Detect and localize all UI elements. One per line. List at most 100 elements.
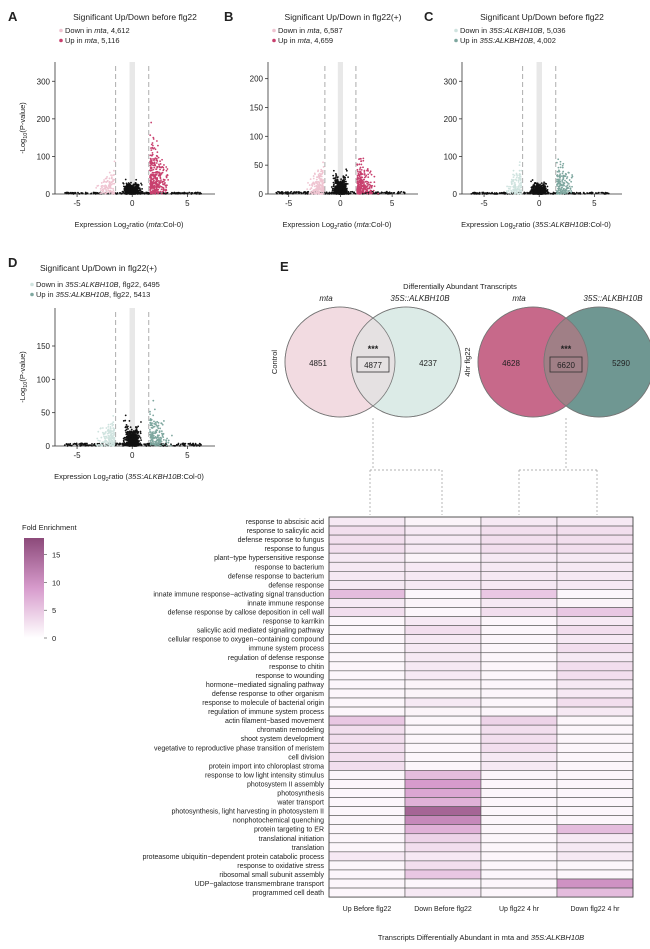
heatmap-cell	[556, 570, 634, 581]
heatmap-row-labels: response to abscisic acid response to sal…	[142, 519, 324, 897]
y-tick-label: 100	[37, 375, 51, 384]
heatmap-cell	[328, 706, 406, 717]
heatmap-cell	[404, 833, 482, 844]
heatmap-cell	[556, 634, 634, 645]
heatmap-row-label: salicylic acid mediated signaling pathwa…	[197, 628, 325, 635]
heatmap-cell	[480, 525, 558, 536]
heatmap-cell	[556, 561, 634, 572]
legend-dot	[59, 38, 63, 43]
heatmap-cell	[556, 878, 634, 889]
heatmap-cell	[404, 706, 482, 717]
heatmap-cell	[404, 616, 482, 626]
heatmap-cell	[556, 797, 634, 807]
heatmap-cell	[480, 842, 558, 853]
heatmap-cell	[480, 770, 558, 780]
heatmap-row-label: vegetative to reproductive phase transit…	[154, 745, 324, 752]
heatmap-cell	[480, 733, 558, 744]
y-tick-label: 0	[259, 190, 264, 199]
heatmap-cell	[556, 688, 634, 699]
heatmap-cell	[328, 561, 406, 572]
heatmap-cell	[328, 652, 406, 663]
venn-left-label: mta	[512, 294, 526, 303]
venn-right-label: 35S::ALKBH10B	[583, 294, 643, 303]
heatmap-cell	[404, 598, 482, 608]
heatmap-cell	[556, 643, 634, 654]
heatmap-row-label: chromatin remodeling	[257, 727, 324, 734]
venn-left-count: 4628	[502, 359, 520, 368]
heatmap-cell	[480, 851, 558, 862]
heatmap-cell	[480, 570, 558, 581]
heatmap-cell	[328, 516, 406, 527]
y-tick-label: 200	[250, 75, 264, 84]
heatmap-cell	[328, 770, 406, 780]
heatmap-cell	[404, 570, 482, 581]
heatmap-column-label: Down Before flg22	[414, 906, 472, 913]
heatmap-cell	[480, 607, 558, 617]
threshold-band	[129, 308, 135, 446]
heatmap-cell	[480, 534, 558, 545]
heatmap-cell	[404, 580, 482, 590]
venn-overlap-box	[356, 356, 390, 373]
heatmap-cell	[328, 815, 406, 826]
volcano-panel-c: C Significant Up/Down before flg22 Down in…	[424, 9, 622, 231]
heatmap-row-label: defense response to bacterium	[228, 573, 324, 580]
panel-title: Significant Up/Down in flg22(+)	[285, 12, 402, 22]
legend-entry: Down in mta, 6,587	[278, 26, 343, 35]
panel-letter: E	[280, 259, 289, 274]
heatmap-row-label: shoot system development	[241, 736, 324, 743]
heatmap-cell	[328, 715, 406, 726]
heatmap-cell	[480, 516, 558, 527]
heatmap-row-label: translational initiation	[259, 836, 324, 843]
legend-colorbar	[24, 538, 44, 638]
heatmap-cell	[404, 543, 482, 554]
heatmap-cell	[404, 715, 482, 726]
legend-dot	[59, 28, 63, 33]
heatmap-cell	[404, 824, 482, 835]
heatmap-cell	[404, 842, 482, 853]
heatmap-cell	[480, 715, 558, 726]
heatmap-cell	[556, 534, 634, 545]
heatmap-row-label: hormone−mediated signaling pathway	[206, 682, 325, 689]
heatmap-cell	[328, 679, 406, 690]
venn-left-count: 4851	[309, 359, 327, 368]
heatmap-cell	[328, 788, 406, 798]
heatmap-cell	[328, 534, 406, 545]
heatmap-cell	[480, 625, 558, 635]
heatmap-row-label: photosystem II assembly	[247, 781, 325, 788]
heatmap-row-label: immune system process	[249, 646, 325, 653]
x-tick-label: 5	[185, 199, 190, 208]
y-axis-label: -Log10(P-value)	[18, 351, 29, 403]
x-tick-label: 0	[130, 199, 135, 208]
heatmap-cell	[328, 625, 406, 635]
heatmap-cell	[480, 634, 558, 645]
heatmap-row-label: actin filament−based movement	[225, 718, 324, 725]
heatmap-cell	[556, 742, 634, 753]
heatmap-row-label: photosynthesis	[277, 791, 324, 798]
heatmap-cell	[480, 878, 558, 889]
heatmap-cell	[328, 824, 406, 835]
heatmap-cell	[480, 806, 558, 816]
venn-left-label: mta	[319, 294, 333, 303]
heatmap-cell	[404, 887, 482, 898]
legend-tick-label: 10	[52, 578, 60, 587]
heatmap-cell	[556, 724, 634, 735]
heatmap-cell	[328, 570, 406, 581]
heatmap-cell	[556, 715, 634, 726]
y-axis-label: -Log10(P-value)	[18, 102, 29, 154]
heatmap-cell	[556, 770, 634, 780]
heatmap-row-label: response to chitin	[269, 664, 324, 671]
heatmap-cell	[328, 869, 406, 880]
heatmap-cell	[480, 860, 558, 871]
heatmap-row-label: response to oxidative stress	[237, 863, 324, 870]
heatmap-cell	[480, 580, 558, 590]
scatter-points	[470, 158, 610, 195]
heatmap-x-axis-label: Transcripts Differentially Abundant in m…	[378, 933, 584, 942]
panel-title: Significant Up/Down in flg22(+)	[40, 263, 157, 273]
heatmap-row-label: response to bacterium	[255, 564, 324, 571]
heatmap-cell	[328, 616, 406, 626]
heatmap-grid	[328, 516, 634, 898]
venn-significance: ***	[368, 344, 379, 354]
heatmap-cell	[404, 742, 482, 753]
legend-dot	[454, 28, 458, 33]
